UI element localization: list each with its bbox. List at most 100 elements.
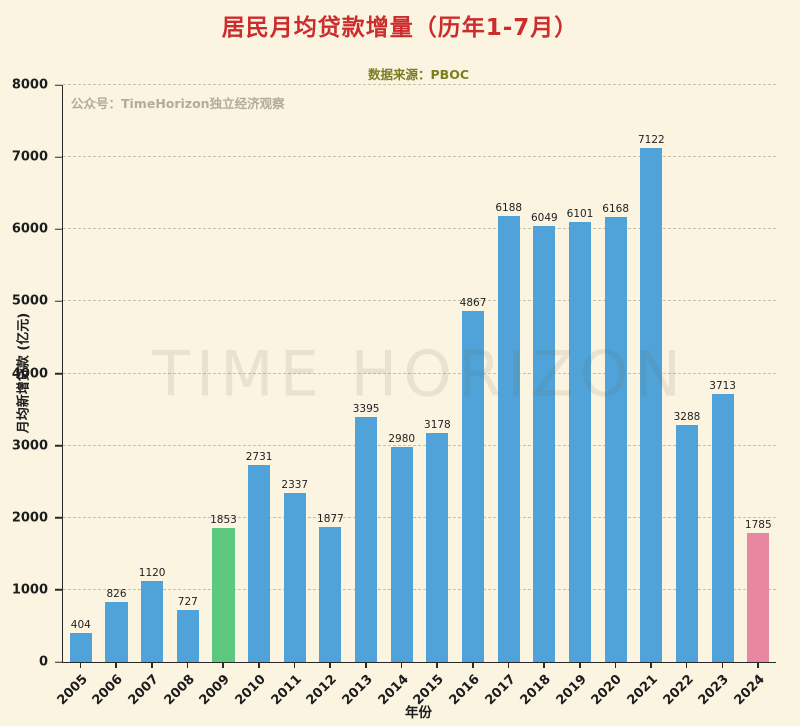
y-tick-label: 2000: [11, 510, 48, 526]
y-tick-mark: [55, 517, 62, 519]
x-tick-2007: 2007: [126, 663, 169, 709]
bar-2010: [248, 465, 271, 662]
bar-2018: [533, 225, 556, 662]
bar-slot-2016: 4867: [455, 85, 491, 662]
bar-2017: [497, 215, 520, 662]
bar-slot-2011: 2337: [277, 85, 313, 662]
y-tick-mark: [55, 228, 62, 230]
bar-value-label: 3395: [352, 403, 380, 416]
bar-slot-2023: 3713: [705, 85, 741, 662]
bar-2024: [747, 533, 770, 662]
bar-value-label: 404: [70, 618, 91, 631]
bar-value-label: 1877: [317, 512, 344, 525]
x-tick-2009: 2009: [197, 663, 241, 709]
x-tick-2017: 2017: [482, 663, 526, 709]
bar-2019: [568, 221, 592, 662]
bar-2016: [462, 310, 485, 662]
bar-slot-2008: 727: [170, 85, 206, 662]
y-tick-label: 5000: [11, 293, 48, 309]
bar-slot-2015: 3178: [420, 85, 456, 662]
x-tick-2016: 2016: [446, 663, 490, 709]
bar-2014: [390, 447, 413, 662]
y-tick-label: 1000: [11, 582, 48, 598]
bar-value-label: 3178: [424, 418, 451, 431]
x-tick-2015: 2015: [411, 663, 455, 709]
bar-value-label: 2731: [245, 451, 273, 464]
bar-slot-2009: 1853: [206, 85, 242, 662]
x-tick-2018: 2018: [518, 663, 562, 709]
bar-2009: [212, 528, 235, 662]
bar-value-label: 6049: [530, 211, 558, 224]
bar-2007: [141, 581, 164, 662]
x-tick-2010: 2010: [233, 663, 276, 709]
y-tick-mark: [55, 589, 62, 591]
bar-2015: [426, 432, 449, 662]
bar-2006: [105, 602, 128, 662]
bar-value-label: 1853: [210, 514, 237, 527]
bar-slot-2013: 3395: [348, 85, 384, 662]
bar-value-label: 4867: [459, 296, 487, 309]
bar-2023: [711, 394, 734, 662]
y-tick-label: 3000: [11, 438, 48, 454]
y-axis-ticks: 0 1000 2000 3000 4000 5000 6000 7000 8000: [0, 78, 56, 670]
chart-title: 居民月均贷款增量（历年1-7月）: [221, 15, 579, 41]
bar-slot-2018: 6049: [527, 85, 563, 662]
x-tick-2005: 2005: [54, 663, 98, 709]
x-tick-2019: 2019: [553, 663, 597, 709]
bar-slot-2024: 1785: [740, 85, 776, 662]
gridline: [63, 444, 776, 446]
bar-slot-2007: 1120: [134, 85, 170, 662]
y-tick-label: 6000: [11, 221, 48, 237]
x-axis-label: 年份: [405, 705, 432, 721]
gridline: [63, 228, 776, 230]
bars: 404 826 1120 727 1853 2731 2337 1877 3395 2980 317…: [63, 85, 776, 662]
y-tick-mark: [55, 84, 62, 86]
y-tick-label: 8000: [11, 77, 48, 93]
bar-2013: [355, 417, 378, 662]
bar-value-label: 826: [106, 588, 127, 601]
bar-value-label: 6188: [495, 201, 523, 214]
y-tick-mark: [55, 661, 62, 663]
bar-value-label: 6101: [566, 207, 594, 220]
bar-slot-2017: 6188: [491, 85, 527, 662]
gridline: [63, 156, 776, 158]
bar-2005: [69, 632, 92, 662]
y-tick-label: 4000: [11, 366, 48, 381]
y-tick-mark: [55, 300, 62, 303]
bar-slot-2019: 6101: [562, 85, 598, 662]
plot-area: 公众号：TimeHorizon独立经济观察 404 826 1120 727 1853 2…: [55, 84, 776, 663]
bar-value-label: 6168: [602, 203, 630, 216]
x-axis-ticks: 2005 2006 2007 2008 2009 2010 2011 2012 2013 2014…: [54, 663, 775, 709]
bar-value-label: 2337: [281, 479, 309, 492]
gridline: [63, 84, 776, 85]
gridline: [63, 516, 776, 518]
bar-2008: [176, 609, 199, 662]
bar-value-label: 1120: [138, 567, 166, 580]
bar-slot-2022: 3288: [669, 85, 705, 662]
gridline: [63, 372, 776, 374]
x-tick-2011: 2011: [268, 663, 312, 709]
bar-2021: [640, 148, 663, 662]
x-tick-2014: 2014: [375, 663, 419, 709]
y-tick-label: 0: [38, 654, 48, 670]
x-tick-2024: 2024: [732, 663, 775, 709]
wechat-annotation: 公众号：TimeHorizon独立经济观察: [71, 96, 285, 111]
x-tick-2021: 2021: [625, 663, 669, 709]
bar-slot-2012: 1877: [313, 85, 349, 662]
bar-2012: [319, 526, 342, 662]
y-tick-mark: [55, 444, 62, 447]
bar-slot-2005: 404: [63, 85, 99, 662]
bar-slot-2021: 7122: [634, 85, 670, 662]
bar-slot-2006: 826: [99, 85, 135, 662]
bar-2011: [283, 493, 306, 662]
y-tick-label: 7000: [11, 149, 48, 165]
bar-slot-2010: 2731: [241, 85, 277, 662]
x-tick-2008: 2008: [161, 663, 205, 709]
bar-value-label: 727: [177, 595, 198, 608]
gridline: [63, 300, 776, 302]
x-tick-2012: 2012: [304, 663, 348, 709]
bar-value-label: 1785: [744, 519, 772, 532]
data-source-label: 数据来源：PBOC: [368, 67, 469, 82]
bar-2022: [675, 424, 699, 662]
